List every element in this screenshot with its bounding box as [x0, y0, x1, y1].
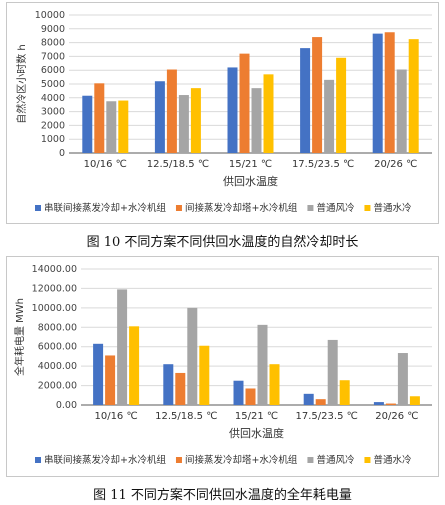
- x-tick-label: 17.5/23.5 ℃: [296, 411, 358, 422]
- bar: [245, 388, 256, 405]
- bar: [239, 53, 250, 153]
- y-tick-label: 4000: [41, 93, 65, 104]
- legend-swatch: [35, 205, 41, 211]
- bar: [187, 307, 198, 405]
- legend-swatch: [307, 205, 314, 211]
- bar: [106, 101, 117, 153]
- bar: [324, 79, 335, 153]
- legend-swatch: [35, 457, 41, 463]
- bar: [93, 343, 104, 405]
- y-tick-label: 12000.00: [32, 283, 77, 294]
- bar: [315, 399, 326, 405]
- y-tick-label: 10000: [35, 10, 65, 21]
- bar: [82, 95, 93, 153]
- bar: [257, 324, 268, 405]
- legend-swatch: [364, 457, 371, 463]
- bar: [327, 339, 338, 405]
- bar: [372, 33, 383, 153]
- legend-swatch: [364, 205, 371, 211]
- bar: [269, 364, 280, 405]
- legend-label: 间接蒸发冷却塔+水冷机组: [185, 454, 298, 466]
- chart-panel-2: 0.00 2000.00 4000.00 6000.00 8000.00 10000.00…: [6, 256, 439, 477]
- bar: [190, 88, 201, 153]
- bar: [408, 39, 419, 153]
- y-tick-label: 1000: [41, 134, 65, 145]
- y-axis-label: 全年耗电量 MWh: [13, 298, 26, 376]
- y-tick-label: 6000.00: [38, 342, 77, 353]
- y-tick-label: 5000: [41, 79, 65, 90]
- bar: [233, 380, 244, 405]
- y-tick-label: 9000: [41, 24, 65, 35]
- x-tick-label: 12.5/18.5 ℃: [155, 411, 217, 422]
- y-tick-label: 7000: [41, 51, 65, 62]
- bar: [263, 74, 274, 153]
- bar: [312, 37, 323, 153]
- bar: [105, 355, 116, 405]
- x-axis-label: 供回水温度: [229, 426, 284, 440]
- y-tick-label: 14000.00: [32, 264, 77, 275]
- bar: [300, 48, 311, 154]
- x-tick-label: 15/21 ℃: [235, 411, 278, 422]
- y-tick-label: 6000: [41, 65, 65, 76]
- bar: [163, 364, 174, 405]
- bar: [129, 326, 140, 405]
- chart-2: 0.00 2000.00 4000.00 6000.00 8000.00 10000.00…: [13, 264, 432, 466]
- y-tick-label: 3000: [41, 107, 65, 118]
- y-tick-label: 0: [59, 148, 65, 159]
- bar: [384, 32, 395, 153]
- bar: [154, 81, 165, 153]
- y-tick-label: 4000.00: [38, 361, 77, 372]
- bar: [251, 88, 262, 153]
- chart-1: 0 1000 2000 3000 4000 5000 6000 7000 8000 9000 100…: [15, 10, 432, 214]
- bar: [227, 67, 238, 153]
- bar: [178, 95, 189, 153]
- bar: [409, 396, 420, 405]
- bar: [339, 380, 350, 405]
- bar: [396, 69, 407, 153]
- figure-caption-2: 图 11 不同方案不同供回水温度的全年耗电量: [93, 488, 352, 503]
- x-tick-label: 12.5/18.5 ℃: [147, 159, 209, 170]
- bar: [385, 403, 396, 405]
- bar: [397, 353, 408, 405]
- bar: [199, 345, 210, 405]
- x-tick-label: 10/16 ℃: [84, 159, 127, 170]
- x-axis-label: 供回水温度: [223, 174, 278, 188]
- x-tick-label: 20/26 ℃: [374, 159, 417, 170]
- bar: [94, 83, 105, 153]
- legend-label: 间接蒸发冷却塔+水冷机组: [185, 202, 298, 214]
- legend-label: 普通风冷: [316, 202, 355, 214]
- y-tick-label: 2000.00: [38, 381, 77, 392]
- legend-label: 串联间接蒸发冷却+水冷机组: [44, 454, 166, 466]
- bar: [373, 402, 384, 405]
- legend-swatch: [175, 457, 182, 463]
- legend-label: 串联间接蒸发冷却+水冷机组: [44, 202, 166, 214]
- x-tick-label: 10/16 ℃: [94, 411, 137, 422]
- x-tick-label: 20/26 ℃: [375, 411, 418, 422]
- bar: [118, 100, 129, 153]
- figure-caption-1: 图 10 不同方案不同供回水温度的自然冷却时长: [86, 235, 359, 250]
- legend-swatch: [307, 457, 314, 463]
- y-tick-label: 8000.00: [38, 322, 77, 333]
- bar: [303, 393, 314, 405]
- y-tick-label: 10000.00: [32, 303, 77, 314]
- legend-label: 普通水冷: [373, 454, 412, 466]
- y-axis-label: 自然冷区小时数 h: [15, 44, 28, 124]
- bar: [166, 69, 177, 153]
- legend-label: 普通水冷: [373, 202, 412, 214]
- bar: [117, 289, 128, 405]
- y-tick-label: 0.00: [56, 400, 77, 411]
- legend-swatch: [175, 205, 182, 211]
- bar: [175, 372, 186, 405]
- x-tick-label: 15/21 ℃: [229, 159, 272, 170]
- chart-panel-1: 0 1000 2000 3000 4000 5000 6000 7000 8000 9000 100…: [6, 2, 439, 224]
- y-tick-label: 8000: [41, 38, 65, 49]
- legend-label: 普通风冷: [316, 454, 355, 466]
- bar: [336, 57, 347, 153]
- y-tick-label: 2000: [41, 120, 65, 131]
- x-tick-label: 17.5/23.5 ℃: [292, 159, 354, 170]
